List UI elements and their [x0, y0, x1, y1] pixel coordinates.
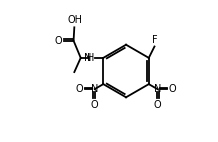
- Text: O: O: [154, 100, 161, 110]
- Text: N: N: [154, 84, 161, 94]
- Text: O: O: [91, 100, 99, 110]
- Text: OH: OH: [67, 15, 82, 26]
- Text: N: N: [84, 53, 92, 63]
- Text: O: O: [54, 36, 62, 46]
- Text: N: N: [91, 84, 98, 94]
- Text: O: O: [76, 84, 83, 94]
- Text: F: F: [152, 35, 158, 45]
- Text: O: O: [169, 84, 177, 94]
- Text: H: H: [87, 53, 94, 63]
